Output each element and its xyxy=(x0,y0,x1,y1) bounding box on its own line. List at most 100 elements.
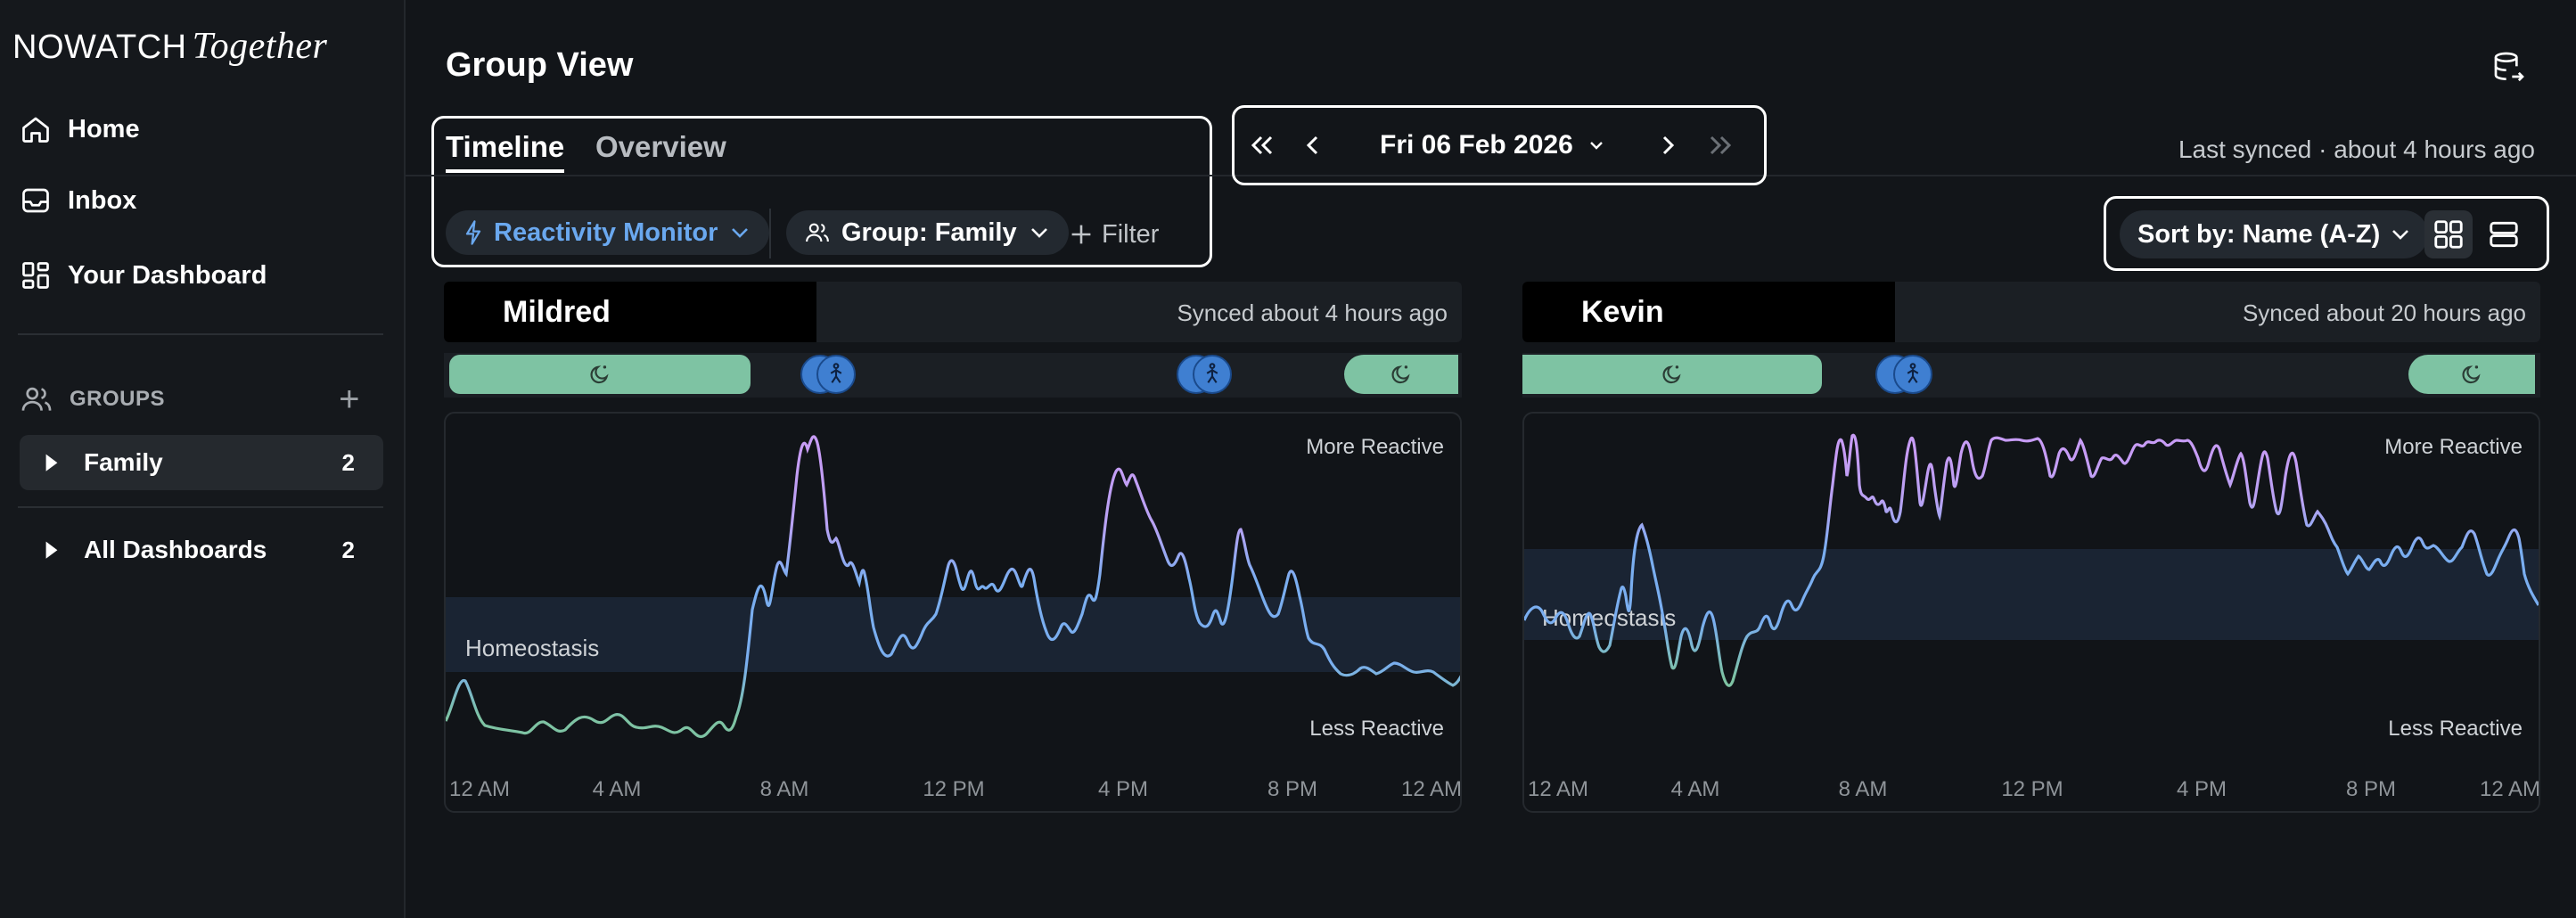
add-group-button[interactable]: + xyxy=(339,379,360,419)
sidebar-divider xyxy=(18,333,383,335)
x-axis-tick: 12 AM xyxy=(448,777,511,801)
activity-marker[interactable] xyxy=(1893,355,1932,394)
member-card-kevin[interactable]: Kevin Synced about 20 hours ago Homeosta… xyxy=(1522,282,2540,813)
member-name: Kevin xyxy=(1581,295,1664,329)
x-axis-tick: 4 PM xyxy=(1097,777,1149,801)
more-reactive-label: More Reactive xyxy=(2384,435,2523,459)
x-axis-tick: 8 AM xyxy=(1838,777,1888,801)
reactivity-curve xyxy=(446,435,1460,738)
x-axis-tick: 12 AM xyxy=(2479,777,2540,801)
homeostasis-band xyxy=(1524,549,2539,640)
member-card-mildred[interactable]: Mildred Synced about 4 hours ago Homeost… xyxy=(444,282,1462,813)
lightning-icon xyxy=(465,220,481,245)
reactivity-chart[interactable]: Homeostasis More Reactive Less Reactive … xyxy=(444,412,1462,813)
tab-timeline[interactable]: Timeline xyxy=(446,130,565,173)
groups-heading: GROUPS + xyxy=(20,379,367,419)
sleep-period[interactable] xyxy=(1344,355,1458,394)
sidebar: NOWATCH Together Home Inbox Your Dashboar… xyxy=(0,0,406,918)
page-title: Group View xyxy=(446,46,634,84)
date-picker[interactable]: Fri 06 Feb 2026 xyxy=(1380,130,1573,160)
moon-icon xyxy=(2462,365,2481,384)
brand-logo[interactable]: NOWATCH Together xyxy=(12,25,327,68)
list-view-toggle[interactable] xyxy=(2480,210,2528,258)
sort-select-label: Sort by: Name (A-Z) xyxy=(2137,219,2381,249)
group-label: Family xyxy=(84,448,163,476)
chevron-down-icon[interactable] xyxy=(1587,135,1606,155)
more-reactive-label: More Reactive xyxy=(1306,435,1444,459)
add-filter-button[interactable]: Filter xyxy=(1070,212,1159,257)
plus-icon xyxy=(1071,225,1091,244)
chevron-down-icon xyxy=(1030,228,1047,238)
group-count: 2 xyxy=(341,536,355,563)
group-label: All Dashboards xyxy=(84,536,267,563)
reactivity-curve xyxy=(1524,433,2539,687)
card-header: Kevin Synced about 20 hours ago xyxy=(1522,282,2540,342)
date-nav-highlight xyxy=(1232,105,1767,185)
group-select[interactable]: Group: Family xyxy=(786,210,1069,255)
grid-icon xyxy=(2434,220,2463,249)
sidebar-divider xyxy=(18,506,383,508)
tab-overview[interactable]: Overview xyxy=(595,130,726,163)
reactivity-chart[interactable]: Homeostasis More Reactive Less Reactive … xyxy=(1522,412,2540,813)
activity-marker[interactable] xyxy=(816,355,856,394)
inbox-icon xyxy=(22,188,49,213)
x-axis-tick: 8 AM xyxy=(759,777,809,801)
filter-separator xyxy=(769,209,771,258)
walking-icon xyxy=(1206,363,1218,383)
homeostasis-band xyxy=(446,597,1460,672)
first-day-button[interactable] xyxy=(1244,127,1280,163)
sidebar-group-family[interactable]: Family 2 xyxy=(20,435,383,490)
last-day-button[interactable] xyxy=(1702,127,1738,163)
double-chevron-right-icon xyxy=(1710,135,1732,155)
card-name-background xyxy=(1522,282,1895,342)
sidebar-item-label: Inbox xyxy=(68,185,137,215)
x-axis-tick: 12 AM xyxy=(1400,777,1462,801)
card-name-background xyxy=(444,282,816,342)
filter-label: Filter xyxy=(1102,219,1160,249)
card-header: Mildred Synced about 4 hours ago xyxy=(444,282,1462,342)
sleep-period[interactable] xyxy=(449,355,751,394)
tabs-filters-highlight xyxy=(431,116,1212,267)
sort-select[interactable]: Sort by: Name (A-Z) xyxy=(2120,210,2429,258)
x-axis-tick: 8 PM xyxy=(1267,777,1318,801)
member-name: Mildred xyxy=(503,295,611,329)
member-synced-status: Synced about 20 hours ago xyxy=(2242,299,2526,326)
chevron-down-icon xyxy=(732,228,749,238)
less-reactive-label: Less Reactive xyxy=(2388,717,2523,741)
sidebar-item-label: Home xyxy=(68,114,140,143)
sidebar-group-all-dashboards[interactable]: All Dashboards 2 xyxy=(20,522,383,578)
sleep-period[interactable] xyxy=(2408,355,2535,394)
chevron-right-icon xyxy=(1662,135,1675,155)
sort-view-highlight xyxy=(2104,196,2549,271)
member-synced-status: Synced about 4 hours ago xyxy=(1177,299,1448,326)
walking-icon xyxy=(830,363,842,383)
less-reactive-label: Less Reactive xyxy=(1309,717,1444,741)
x-axis-tick: 8 PM xyxy=(2345,777,2397,801)
users-icon xyxy=(21,387,52,411)
caret-right-icon xyxy=(45,541,58,559)
tabs-divider xyxy=(406,175,2576,176)
sleep-period[interactable] xyxy=(1522,355,1822,394)
dashboard-icon xyxy=(22,262,49,289)
sidebar-item-your-dashboard[interactable]: Your Dashboard xyxy=(20,253,267,298)
chevron-left-icon xyxy=(1306,135,1318,155)
activity-marker[interactable] xyxy=(1193,355,1232,394)
x-axis-tick: 12 AM xyxy=(1527,777,1589,801)
caret-right-icon xyxy=(45,454,58,471)
database-export-icon[interactable] xyxy=(2491,50,2527,86)
rows-icon xyxy=(2490,221,2518,248)
groups-heading-label: GROUPS xyxy=(70,387,166,411)
chevron-down-icon xyxy=(2392,230,2409,240)
home-icon xyxy=(22,117,49,143)
brand-name: NOWATCH xyxy=(12,29,187,66)
previous-day-button[interactable] xyxy=(1294,127,1330,163)
moon-icon xyxy=(1662,365,1681,384)
sidebar-item-inbox[interactable]: Inbox xyxy=(20,178,136,223)
next-day-button[interactable] xyxy=(1651,127,1686,163)
x-axis-tick: 4 AM xyxy=(592,777,642,801)
homeostasis-label: Homeostasis xyxy=(465,635,600,661)
x-axis-tick: 12 PM xyxy=(923,777,985,801)
grid-view-toggle[interactable] xyxy=(2424,210,2473,258)
sidebar-item-home[interactable]: Home xyxy=(20,107,140,152)
monitor-select[interactable]: Reactivity Monitor xyxy=(446,210,770,255)
